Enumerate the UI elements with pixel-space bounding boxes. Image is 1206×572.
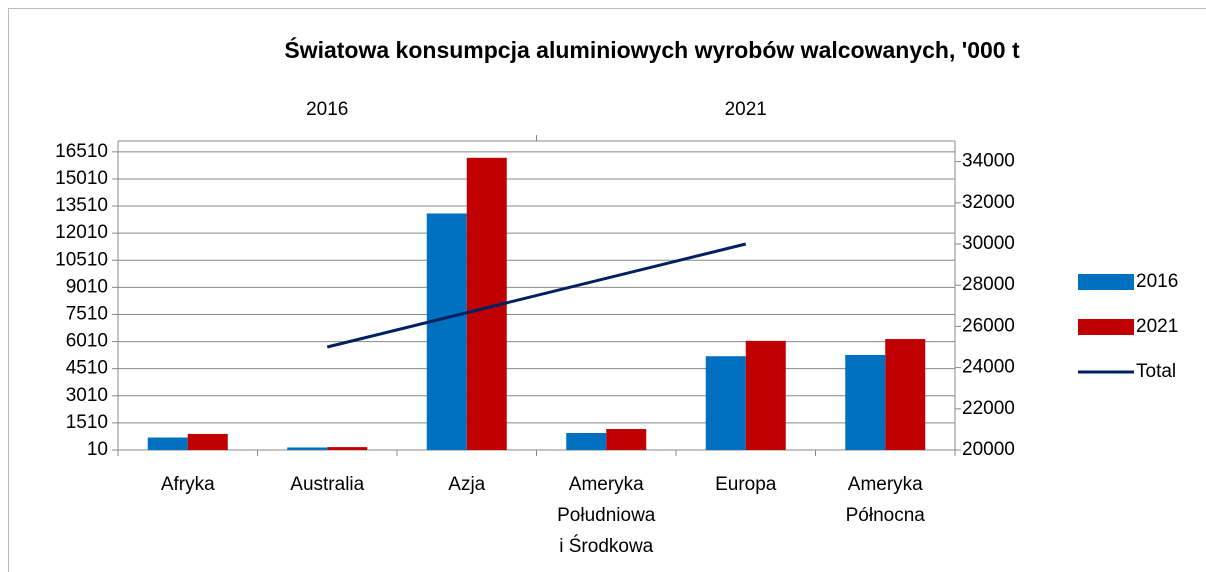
bar	[606, 429, 647, 450]
x-tick-label: Ameryka Północna	[846, 474, 926, 526]
y-tick-label: 15010	[55, 168, 108, 189]
bar	[705, 356, 746, 450]
x-tick-label: Afryka	[161, 474, 215, 495]
y2-tick-label: 30000	[962, 233, 1015, 254]
legend-label: 2021	[1136, 316, 1178, 337]
line-series	[326, 242, 747, 349]
y-tick-label: 6010	[66, 331, 108, 352]
y2-tick-label: 26000	[962, 315, 1015, 336]
x2-tick-label: 2021	[725, 99, 767, 120]
y2-tick-label: 32000	[962, 192, 1015, 213]
bar	[147, 437, 188, 450]
bar	[426, 213, 467, 450]
legend-label: Total	[1136, 361, 1176, 382]
y-tick-label: 4510	[66, 358, 108, 379]
y2-tick-label: 24000	[962, 357, 1015, 378]
y-tick-label: 12010	[55, 222, 108, 243]
chart-border	[8, 8, 1206, 572]
y-tick-label: 9010	[66, 276, 108, 297]
x-tick-label: Australia	[290, 474, 364, 495]
y-tick-label: 3010	[66, 385, 108, 406]
y-tick-label: 10	[87, 439, 108, 460]
bar	[566, 433, 607, 450]
bar	[845, 354, 886, 450]
bar	[745, 340, 786, 450]
y2-tick-label: 28000	[962, 274, 1015, 295]
legend-label: 2016	[1136, 271, 1178, 292]
y2-tick-label: 22000	[962, 398, 1015, 419]
bar	[885, 339, 926, 450]
x-tick-label: Ameryka Południowa i Środkowa	[557, 474, 656, 557]
x-tick-label: Europa	[715, 474, 777, 495]
bar	[327, 447, 368, 450]
y-tick-label: 16510	[55, 141, 108, 162]
y2-tick-label: 34000	[962, 151, 1015, 172]
chart-title: Światowa konsumpcja aluminiowych wyrobów…	[284, 36, 1020, 63]
bar	[287, 447, 328, 450]
legend-swatch	[1078, 274, 1134, 290]
y-tick-label: 1510	[66, 412, 108, 433]
y-tick-label: 13510	[55, 195, 108, 216]
y-tick-label: 10510	[55, 249, 108, 270]
bar	[187, 433, 228, 450]
x2-tick-label: 2016	[306, 99, 348, 120]
y2-tick-label: 20000	[962, 439, 1015, 460]
y-tick-label: 7510	[66, 303, 108, 324]
x-tick-label: Azja	[448, 474, 485, 495]
legend-swatch	[1078, 319, 1134, 335]
